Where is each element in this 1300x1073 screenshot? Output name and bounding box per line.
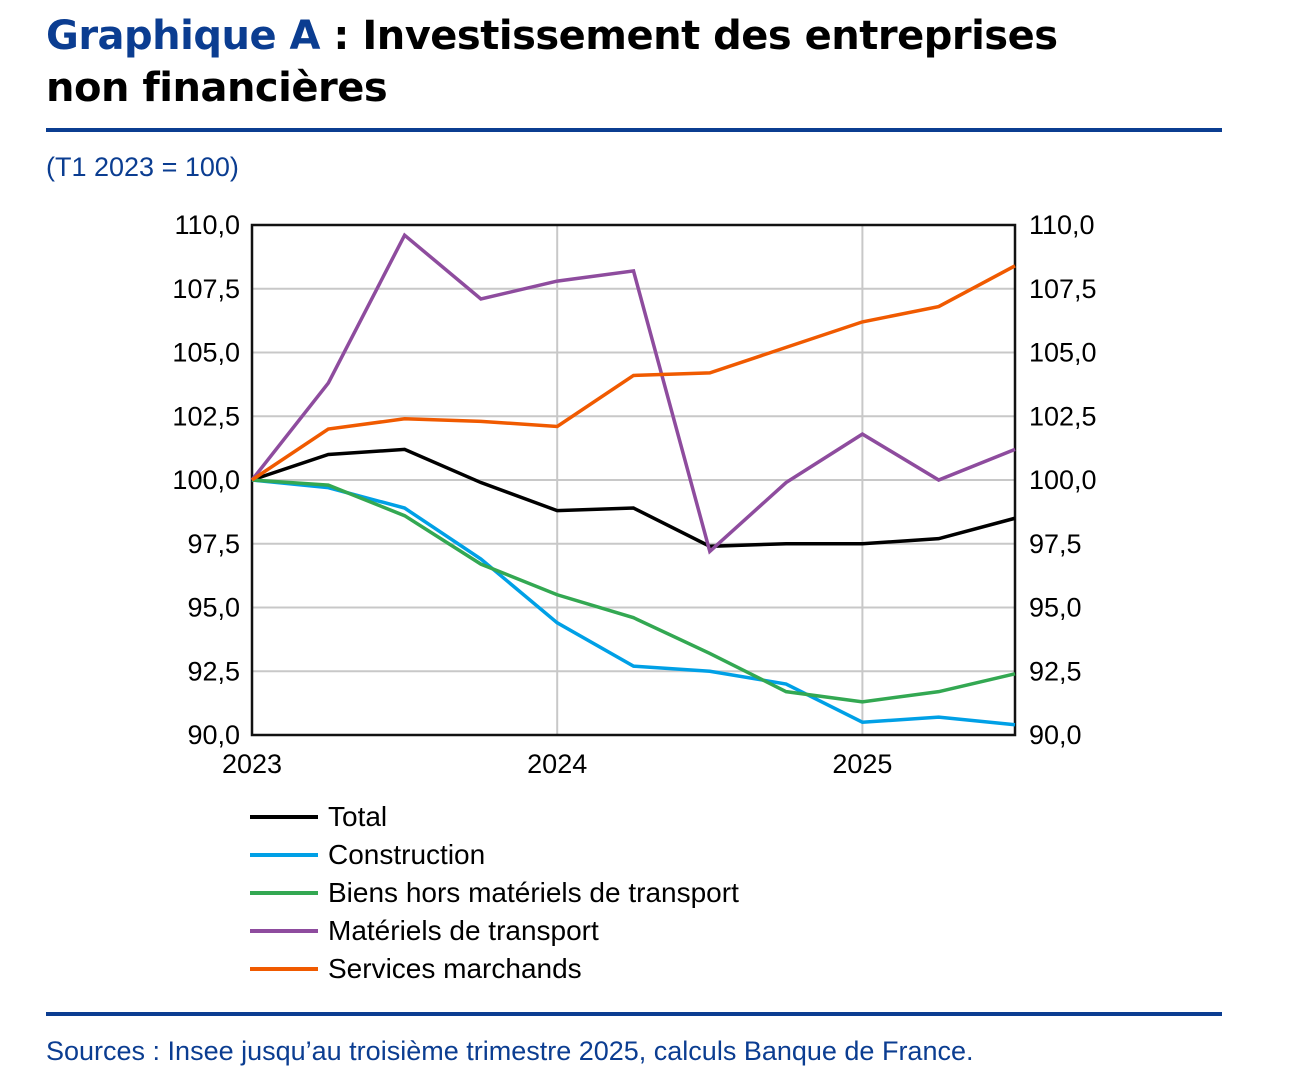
- y-tick-label-left: 107,5: [172, 274, 240, 304]
- y-tick-label-right: 105,0: [1029, 338, 1097, 368]
- y-tick-label-left: 92,5: [187, 656, 240, 686]
- x-tick-label: 2025: [832, 749, 892, 779]
- title-line2: non financières: [46, 65, 388, 111]
- legend-swatch: [250, 929, 318, 933]
- x-tick-label: 2023: [222, 749, 282, 779]
- legend: Total Construction Biens hors matériels de…: [250, 798, 739, 988]
- y-tick-label-right: 100,0: [1029, 465, 1097, 495]
- legend-item: Matériels de transport: [250, 912, 739, 950]
- top-rule: [46, 128, 1222, 132]
- legend-swatch: [250, 967, 318, 971]
- series-line-0: [251, 447, 1016, 549]
- legend-label: Services marchands: [328, 953, 582, 984]
- unit-label: (T1 2023 = 100): [46, 152, 239, 182]
- y-tick-label-right: 97,5: [1029, 529, 1082, 559]
- y-tick-label-right: 107,5: [1029, 274, 1097, 304]
- legend-item: Total: [250, 798, 739, 836]
- legend-item: Biens hors matériels de transport: [250, 874, 739, 912]
- title-separator: :: [320, 13, 363, 59]
- y-tick-label-left: 102,5: [172, 401, 240, 431]
- y-tick-label-left: 100,0: [172, 465, 240, 495]
- bottom-rule: [46, 1012, 1222, 1016]
- chart-label: Graphique A: [46, 13, 321, 59]
- series-line-3: [250, 232, 1016, 555]
- x-tick-label: 2024: [527, 749, 587, 779]
- y-tick-label-right: 90,0: [1029, 720, 1082, 750]
- series-line-4: [251, 264, 1016, 482]
- legend-label: Matériels de transport: [328, 915, 599, 946]
- legend-item: Services marchands: [250, 950, 739, 988]
- chart-title: Graphique A : Investissement des entrepr…: [46, 10, 1058, 114]
- y-tick-label-left: 105,0: [172, 338, 240, 368]
- y-tick-label-right: 92,5: [1029, 656, 1082, 686]
- legend-label: Biens hors matériels de transport: [328, 877, 739, 908]
- source-note: Sources : Insee jusqu’au troisième trime…: [46, 1036, 974, 1066]
- y-tick-label-left: 90,0: [187, 720, 240, 750]
- legend-swatch: [250, 891, 318, 895]
- legend-swatch: [250, 853, 318, 857]
- legend-item: Construction: [250, 836, 739, 874]
- series-line-2: [251, 478, 1016, 704]
- y-tick-label-right: 95,0: [1029, 593, 1082, 623]
- y-tick-label-left: 95,0: [187, 593, 240, 623]
- y-tick-label-right: 102,5: [1029, 401, 1097, 431]
- y-tick-label-left: 97,5: [187, 529, 240, 559]
- legend-label: Construction: [328, 839, 486, 870]
- y-tick-label-right: 110,0: [1029, 210, 1095, 240]
- y-tick-label-left: 110,0: [174, 210, 240, 240]
- legend-label: Total: [328, 801, 388, 832]
- title-line1: Investissement des entreprises: [362, 13, 1058, 59]
- series-line-1: [251, 478, 1016, 727]
- legend-swatch: [250, 815, 318, 819]
